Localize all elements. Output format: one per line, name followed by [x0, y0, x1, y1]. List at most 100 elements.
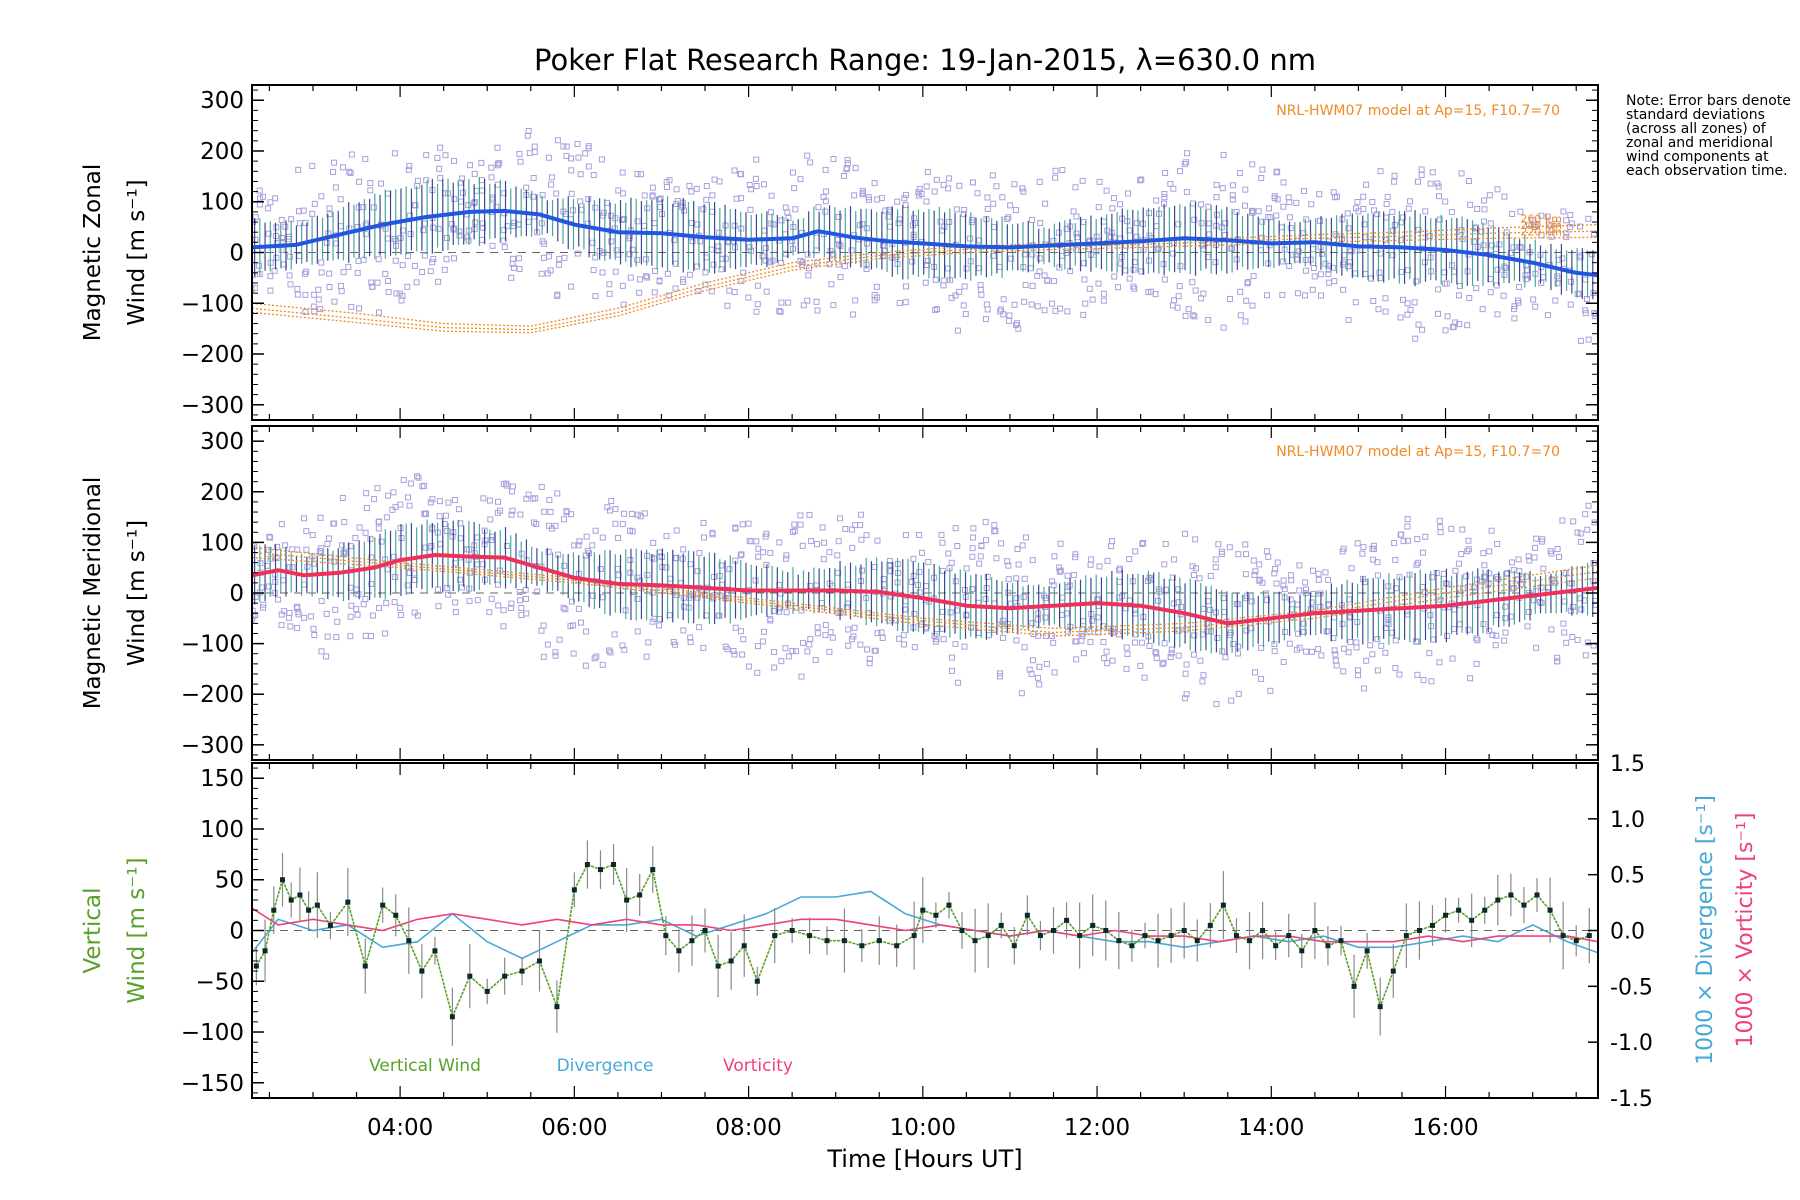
- zone-point: [1340, 286, 1347, 293]
- zone-point: [1237, 312, 1244, 319]
- zone-point: [486, 609, 493, 616]
- zone-point: [309, 163, 316, 170]
- zone-point: [411, 609, 418, 616]
- zone-point: [1390, 227, 1397, 234]
- zone-point: [1347, 248, 1354, 255]
- zone-point: [1279, 291, 1286, 298]
- zone-point: [1213, 181, 1220, 188]
- zone-point: [1332, 231, 1339, 238]
- zone-point: [1487, 289, 1494, 296]
- zone-point: [1042, 633, 1049, 640]
- zone-point: [940, 282, 947, 289]
- zone-point: [1310, 265, 1317, 272]
- zone-point: [252, 594, 259, 601]
- y-tick-label: 200: [200, 139, 244, 165]
- zone-point: [960, 302, 967, 309]
- zone-point: [619, 216, 626, 223]
- zone-point: [1222, 654, 1229, 661]
- zone-point: [996, 263, 1003, 270]
- zone-point: [362, 155, 369, 162]
- zone-point: [740, 269, 747, 276]
- zone-point: [414, 177, 421, 184]
- zone-point: [1532, 303, 1539, 310]
- zone-point: [301, 581, 308, 588]
- zone-point: [718, 266, 725, 273]
- divergence-line: [252, 890, 1598, 960]
- zone-point: [762, 533, 769, 540]
- zone-point: [634, 218, 641, 225]
- zone-point: [1517, 208, 1524, 215]
- zone-point: [333, 634, 340, 641]
- zone-point: [1026, 666, 1033, 673]
- zone-point: [939, 625, 946, 632]
- zone-point: [1479, 578, 1486, 585]
- zone-point: [873, 283, 880, 290]
- zone-point: [330, 520, 337, 527]
- zone-point: [1360, 193, 1367, 200]
- vertical-wind-marker: [1416, 928, 1422, 933]
- zone-point: [703, 183, 710, 190]
- zone-point: [1273, 169, 1280, 176]
- zone-point: [315, 286, 322, 293]
- zone-point: [1555, 553, 1562, 560]
- zone-point: [353, 606, 360, 613]
- zone-point: [991, 522, 998, 529]
- zone-point: [775, 605, 782, 612]
- zone-point: [1442, 580, 1449, 587]
- zone-point: [916, 185, 923, 192]
- vertical-wind-marker: [959, 928, 965, 933]
- zone-point: [459, 584, 466, 591]
- zone-point: [954, 542, 961, 549]
- zone-point: [1175, 652, 1182, 659]
- zone-point: [1554, 654, 1561, 661]
- vertical-wind-marker: [1312, 928, 1318, 933]
- zone-point: [1137, 662, 1144, 669]
- zone-point: [746, 538, 753, 545]
- zone-point: [311, 632, 318, 639]
- zone-point: [770, 221, 777, 228]
- zone-point: [969, 545, 976, 552]
- zone-point: [1375, 306, 1382, 313]
- zone-point: [1584, 639, 1591, 646]
- zone-point: [1280, 658, 1287, 665]
- zone-point: [932, 307, 939, 314]
- zone-point: [538, 270, 545, 277]
- zone-point: [784, 209, 791, 216]
- zone-point: [843, 166, 850, 173]
- zone-point: [1205, 316, 1212, 323]
- vertical-wind-marker: [754, 978, 760, 984]
- zone-point: [1451, 268, 1458, 275]
- zone-point: [1116, 567, 1123, 574]
- zone-point: [310, 560, 317, 567]
- zone-point: [1213, 701, 1220, 708]
- zone-point: [763, 288, 770, 295]
- zone-point: [397, 501, 404, 508]
- zone-point: [835, 241, 842, 248]
- zone-point: [1367, 275, 1374, 282]
- zone-point: [827, 629, 834, 636]
- zone-point: [1281, 628, 1288, 635]
- zone-point: [1021, 251, 1028, 258]
- zone-point: [367, 535, 374, 542]
- zone-point: [1037, 220, 1044, 227]
- zone-point: [1362, 270, 1369, 277]
- zone-point: [1063, 610, 1070, 617]
- zone-point: [1131, 285, 1138, 292]
- zone-point: [627, 527, 634, 534]
- zone-point: [1568, 278, 1575, 285]
- zone-point: [563, 143, 570, 150]
- zone-point: [852, 297, 859, 304]
- zone-point: [560, 516, 567, 523]
- zone-point: [911, 215, 918, 222]
- vertical-wind-line: [255, 863, 1590, 1020]
- zone-point: [731, 167, 738, 174]
- zone-point: [606, 290, 613, 297]
- zone-point: [761, 181, 768, 188]
- zone-point: [1206, 231, 1213, 238]
- zone-point: [331, 159, 338, 166]
- vertical-wind-marker: [519, 968, 525, 974]
- zone-point: [293, 604, 300, 611]
- zone-point: [863, 225, 870, 232]
- vertical-wind-marker: [789, 928, 795, 933]
- zone-point: [785, 653, 792, 660]
